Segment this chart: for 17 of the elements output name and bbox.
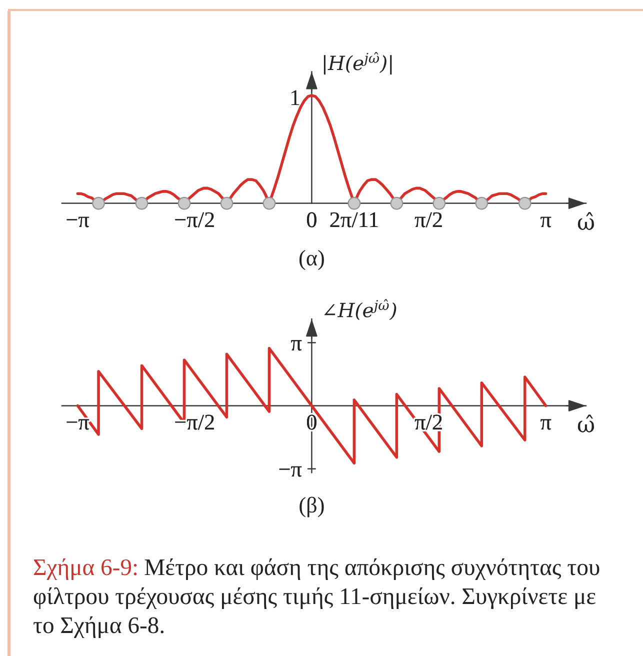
x-tick-label: −π/2 <box>175 414 214 430</box>
text: (β) <box>300 496 324 518</box>
y-axis-title: ∠H(e$^{jω̂}$) <box>324 299 396 320</box>
x-tick-label: 0 <box>306 212 316 228</box>
x-tick-label: −π <box>66 419 90 430</box>
text: (α) <box>299 250 324 270</box>
x-tick-label: π <box>540 419 552 430</box>
text: Σχήμα 6-9: Μέτρο και φάση της απόκρισης συχνότητας του φίλτρου τρέχουσας μέσης τιμής 11-σημείων. Συγκρίνετε με το Σχήμα 6-8. <box>34 558 600 638</box>
x-axis-title: ω̂ <box>578 414 594 432</box>
x-tick-label: 2π/11 <box>330 212 378 228</box>
x-tick-label: −π <box>66 216 90 228</box>
x-tick-label: −π/2 <box>175 212 214 228</box>
y-axis-title: |H(e$^{jω̂}$)| <box>324 52 392 75</box>
x-tick-label: π/2 <box>414 212 442 228</box>
annotation: 1 <box>291 90 300 105</box>
x-axis-title: ω̂ <box>578 212 594 230</box>
x-tick-label: π <box>540 216 552 228</box>
